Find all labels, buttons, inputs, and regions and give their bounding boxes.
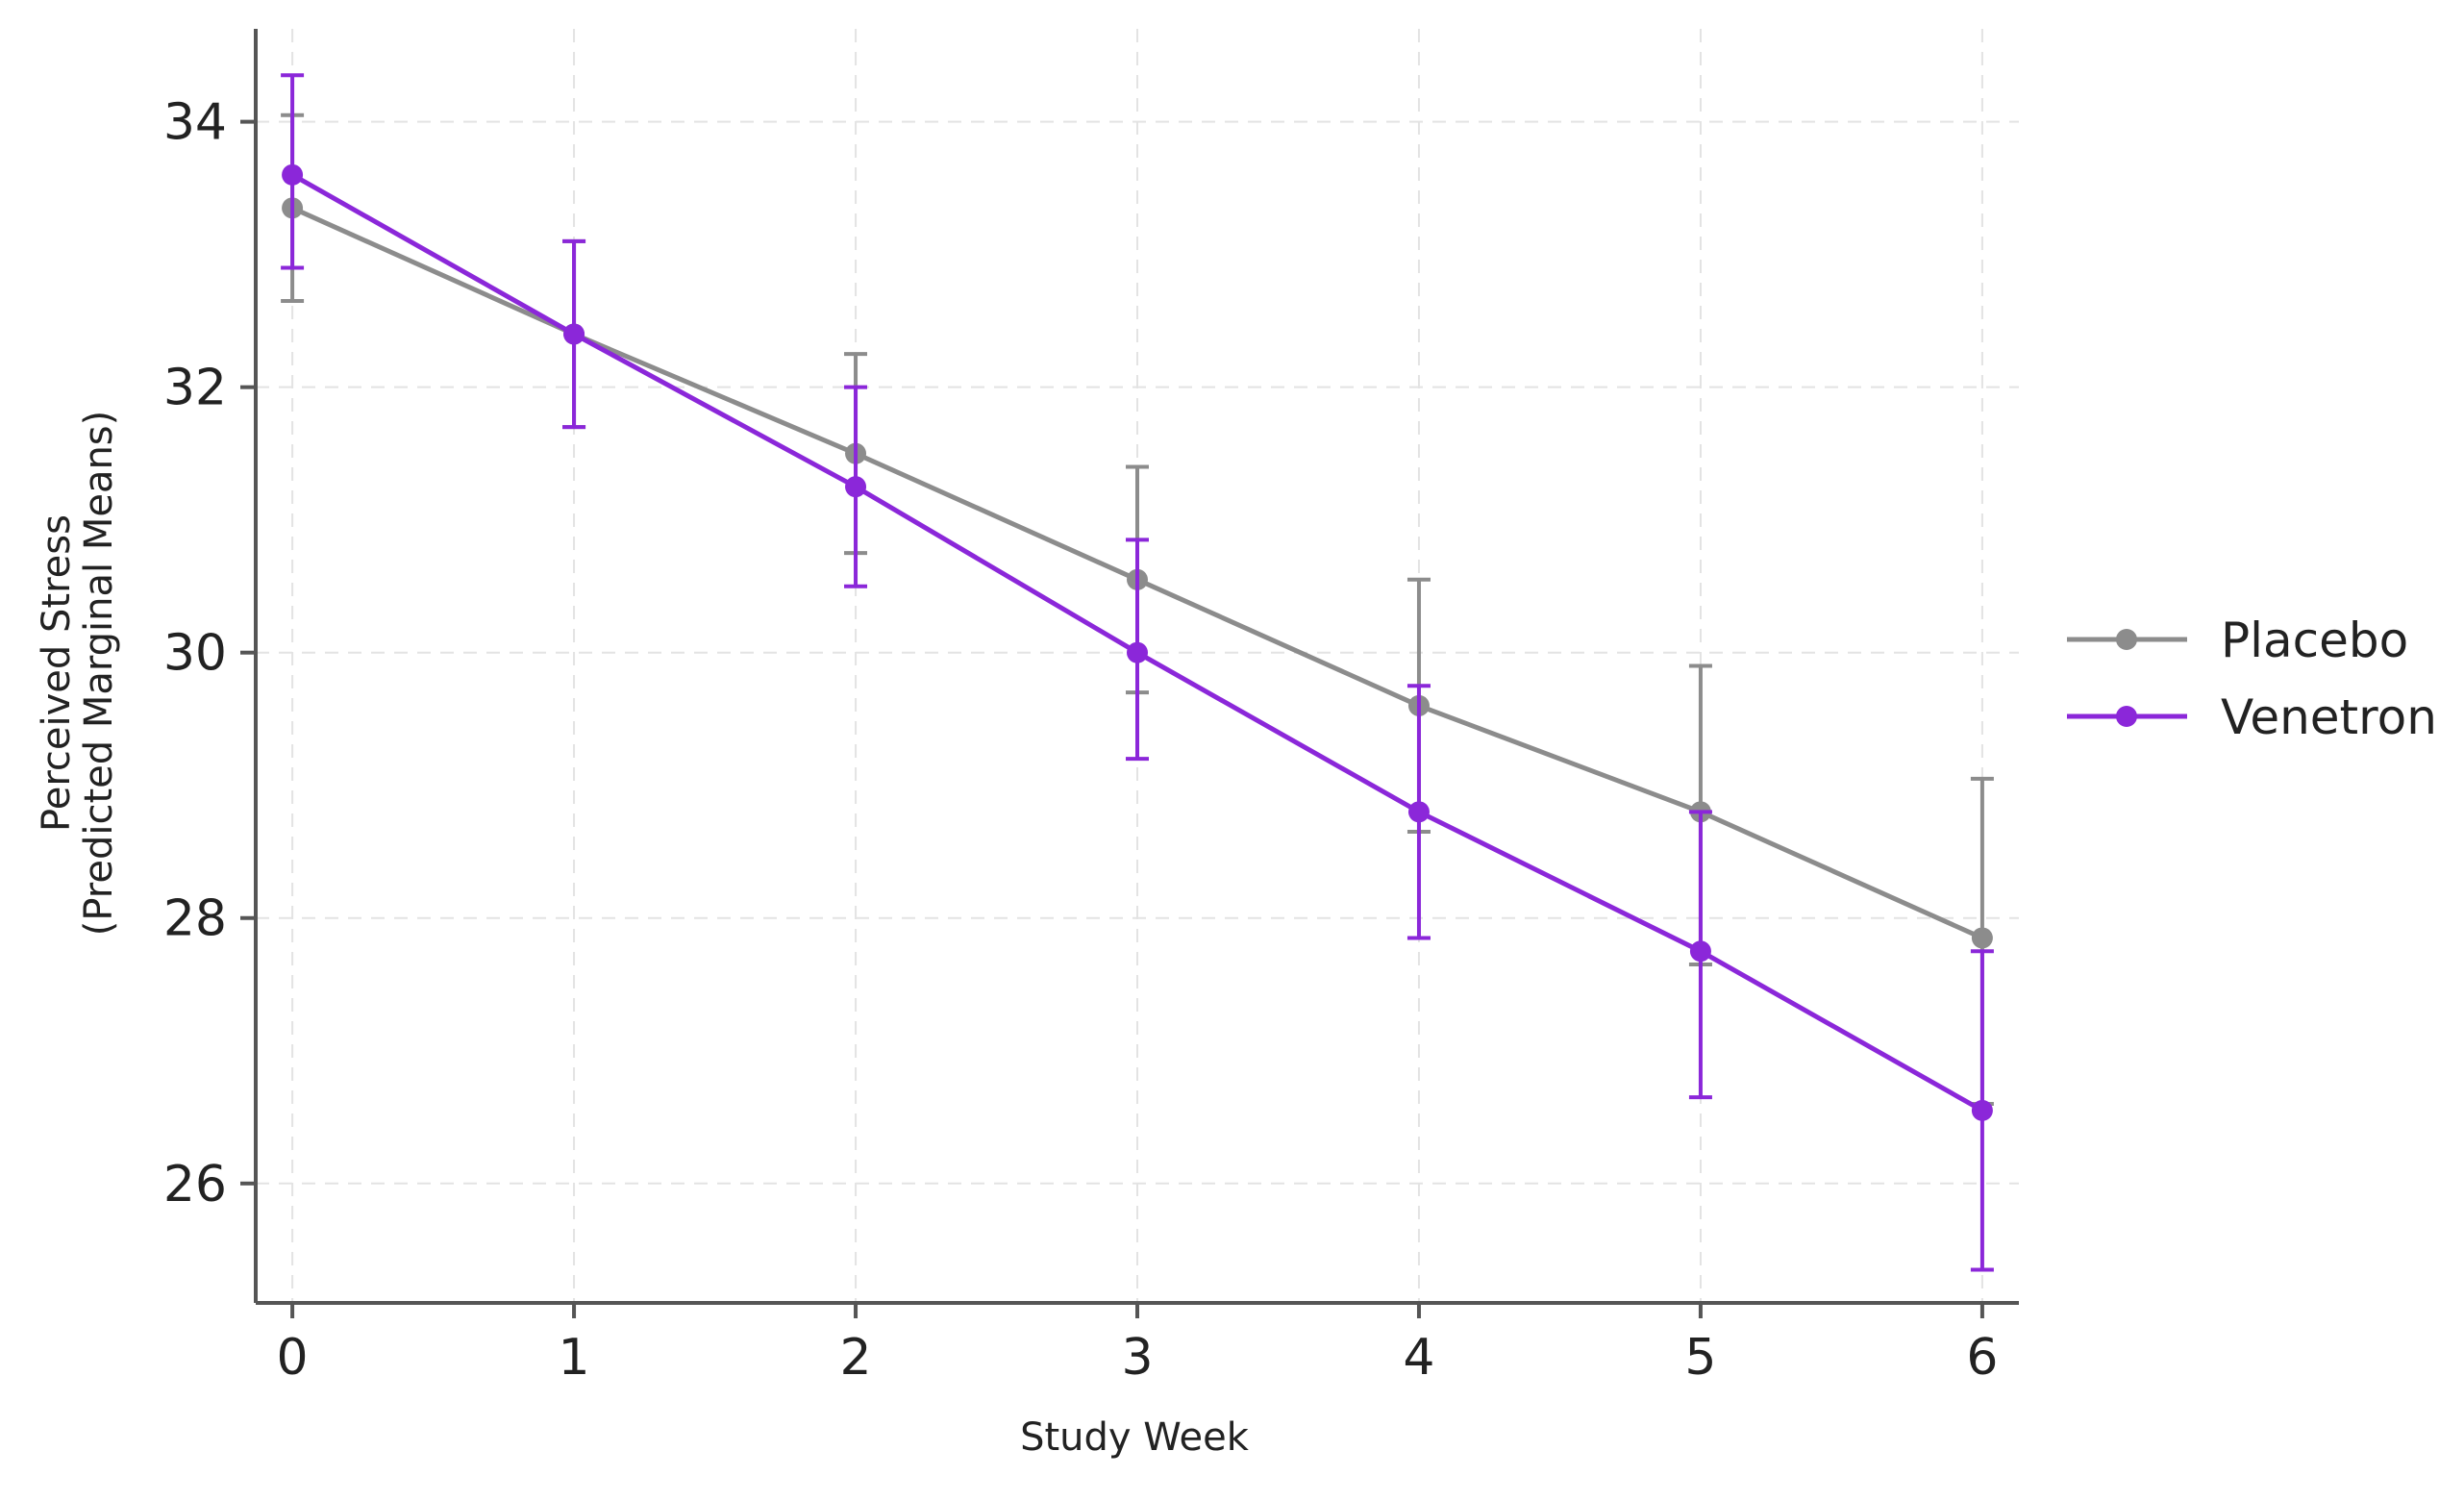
x-tick-label: 6	[1966, 1329, 1998, 1387]
y-tick-label: 26	[163, 1156, 227, 1213]
y-tick-label: 30	[163, 625, 227, 683]
venetron-point	[845, 476, 867, 498]
legend-swatch-marker	[2116, 629, 2137, 650]
legend-swatch-marker	[2116, 706, 2137, 727]
placebo-point	[1971, 927, 1993, 949]
legend-item-placebo: Placebo	[2067, 613, 2408, 668]
series-venetron	[281, 73, 1994, 1272]
venetron-point	[563, 323, 585, 345]
series	[281, 73, 1994, 1272]
legend-label: Venetron	[2221, 689, 2437, 745]
y-axis-title-line-2: (Predicted Marginal Means)	[77, 411, 121, 936]
legend: Placebo Venetron	[2067, 613, 2437, 745]
x-tick-label: 3	[1121, 1329, 1153, 1387]
venetron-point	[282, 163, 304, 186]
y-axis-title: Perceived Stress (Predicted Marginal Mea…	[35, 411, 121, 936]
venetron-point	[1689, 940, 1711, 963]
x-tick-label: 1	[559, 1329, 590, 1387]
venetron-point	[1407, 801, 1430, 823]
x-tick-label: 5	[1684, 1329, 1716, 1387]
venetron-point	[1971, 1099, 1993, 1121]
y-tick-label: 32	[163, 360, 227, 417]
venetron-point	[1127, 641, 1148, 663]
y-axis-title-line-1: Perceived Stress	[35, 514, 79, 832]
x-tick-label: 0	[277, 1329, 309, 1387]
x-tick-label: 4	[1403, 1329, 1434, 1387]
x-axis-title: Study Week	[1020, 1415, 1250, 1460]
axes	[240, 29, 2019, 1318]
y-tick-label: 28	[163, 890, 227, 948]
x-tick-label: 2	[839, 1329, 871, 1387]
legend-label: Placebo	[2221, 613, 2408, 668]
legend-item-venetron: Venetron	[2067, 689, 2437, 745]
y-tick-label: 34	[163, 94, 227, 152]
